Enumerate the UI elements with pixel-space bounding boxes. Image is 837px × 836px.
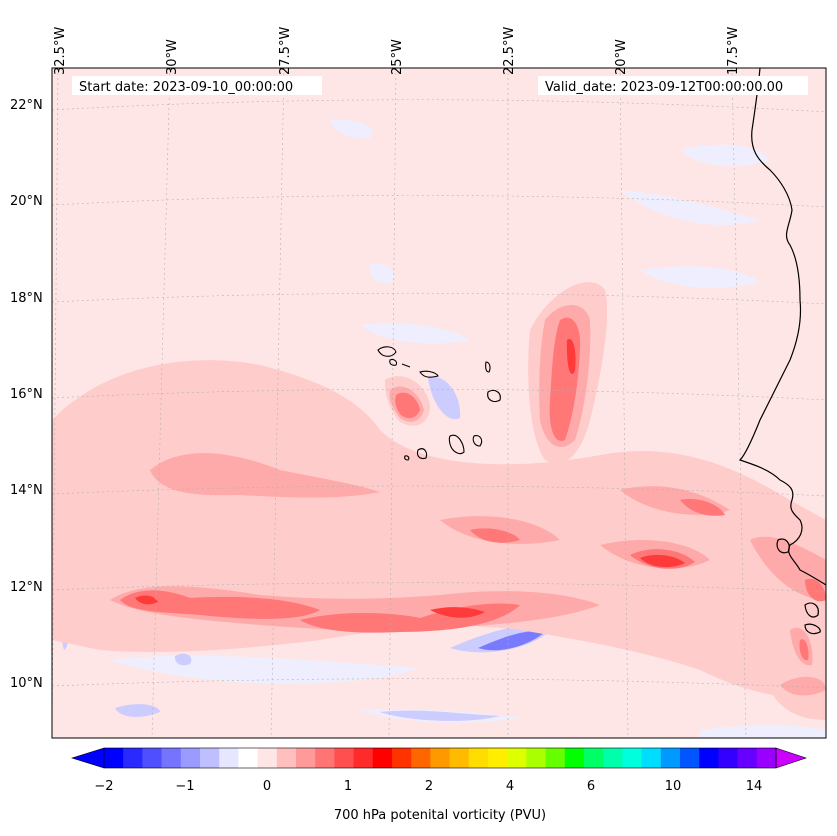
lat-label-10n: 10°N <box>10 676 43 691</box>
colorbar-cell <box>276 748 297 768</box>
pv-positive-core <box>135 339 685 618</box>
lon-label-20w: 20°W <box>614 39 629 75</box>
colorbar-cell <box>200 748 220 768</box>
island-fogo <box>416 448 428 460</box>
colorbar-tick-neg1: −1 <box>175 779 195 794</box>
colorbar-cell <box>315 748 335 768</box>
lat-label-20n: 20°N <box>10 194 43 209</box>
island-brava <box>404 455 410 461</box>
colorbar-cell <box>411 748 431 768</box>
lon-label-30w: 30°W <box>165 39 180 75</box>
island-santiago <box>448 434 465 455</box>
colorbar-cell <box>123 748 143 768</box>
map-frame <box>51 67 827 739</box>
start-date-box <box>72 76 322 95</box>
colorbar-cell <box>180 748 201 768</box>
island-sal <box>485 361 491 373</box>
colorbar-cell <box>603 748 623 768</box>
colorbar-tick-2: 2 <box>424 779 434 794</box>
colorbar-cell <box>334 748 355 768</box>
lat-label-18n: 18°N <box>10 291 43 306</box>
colorbar-tick-4: 4 <box>505 779 515 794</box>
colorbar-outline <box>103 747 777 769</box>
colorbar-cell <box>142 748 163 768</box>
colorbar-cell <box>507 748 527 768</box>
valid-date-text: Valid_date: 2023-09-12T00:00:00.00 <box>545 80 783 95</box>
colorbar-tick-6: 6 <box>586 779 596 794</box>
colorbar-cell <box>430 748 451 768</box>
colorbar-cell <box>161 748 182 768</box>
lat-label-16n: 16°N <box>10 387 43 402</box>
lon-label-32-5w: 32.5°W <box>53 26 68 75</box>
colorbar-tick-14: 14 <box>745 779 763 794</box>
colorbar-tick-1: 1 <box>343 779 353 794</box>
island-maio <box>472 435 483 447</box>
colorbar-extend-max <box>775 747 807 769</box>
colorbar-cell <box>737 748 758 768</box>
coastline <box>738 68 826 635</box>
lat-label-14n: 14°N <box>10 483 43 498</box>
colorbar-cell <box>449 748 470 768</box>
colorbar-tick-neg2: −2 <box>94 779 114 794</box>
island-sao-nicolau <box>419 370 439 378</box>
lon-label-25w: 25°W <box>390 39 405 75</box>
lat-label-12n: 12°N <box>10 580 43 595</box>
lon-label-27-5w: 27.5°W <box>278 26 293 75</box>
colorbar-cell <box>104 748 124 768</box>
colorbar-cell <box>660 748 681 768</box>
colorbar-cell <box>238 748 259 768</box>
colorbar-cells <box>104 748 777 768</box>
colorbar-label: 700 hPa potenital vorticity (PVU) <box>333 808 547 823</box>
colorbar-cell <box>584 748 604 768</box>
lon-label-22-5w: 22.5°W <box>502 26 517 75</box>
island-sao-vicente <box>389 358 398 366</box>
island-santa-luzia <box>401 363 411 368</box>
map-panel <box>52 68 826 738</box>
colorbar-cell <box>372 748 393 768</box>
island-santo-antao <box>377 346 397 357</box>
colorbar-cell <box>641 748 662 768</box>
colorbar-extend-min <box>70 747 105 769</box>
cape-verde-islands <box>377 346 501 461</box>
colorbar-cell <box>296 748 316 768</box>
island-boa-vista <box>487 389 501 403</box>
colorbar-cell <box>468 748 489 768</box>
colorbar-cell <box>718 748 739 768</box>
colorbar-cell <box>219 748 239 768</box>
colorbar-cell <box>488 748 508 768</box>
valid-date-box <box>538 76 808 95</box>
colorbar-cell <box>622 748 643 768</box>
colorbar-tick-0: 0 <box>262 779 272 794</box>
colorbar-cell <box>756 748 777 768</box>
colorbar-cell <box>545 748 566 768</box>
colorbar-cell <box>564 748 585 768</box>
colorbar-cell <box>699 748 719 768</box>
start-date-text: Start date: 2023-09-10_00:00:00 <box>79 80 293 95</box>
colorbar-cell <box>353 748 374 768</box>
colorbar-cell <box>392 748 412 768</box>
colorbar <box>70 747 807 769</box>
lat-label-22n: 22°N <box>10 98 43 113</box>
gridlines <box>52 68 826 738</box>
lon-label-17-5w: 17.5°W <box>726 26 741 75</box>
colorbar-tick-10: 10 <box>664 779 682 794</box>
colorbar-cell <box>526 748 547 768</box>
colorbar-cell <box>257 748 278 768</box>
colorbar-cell <box>680 748 700 768</box>
